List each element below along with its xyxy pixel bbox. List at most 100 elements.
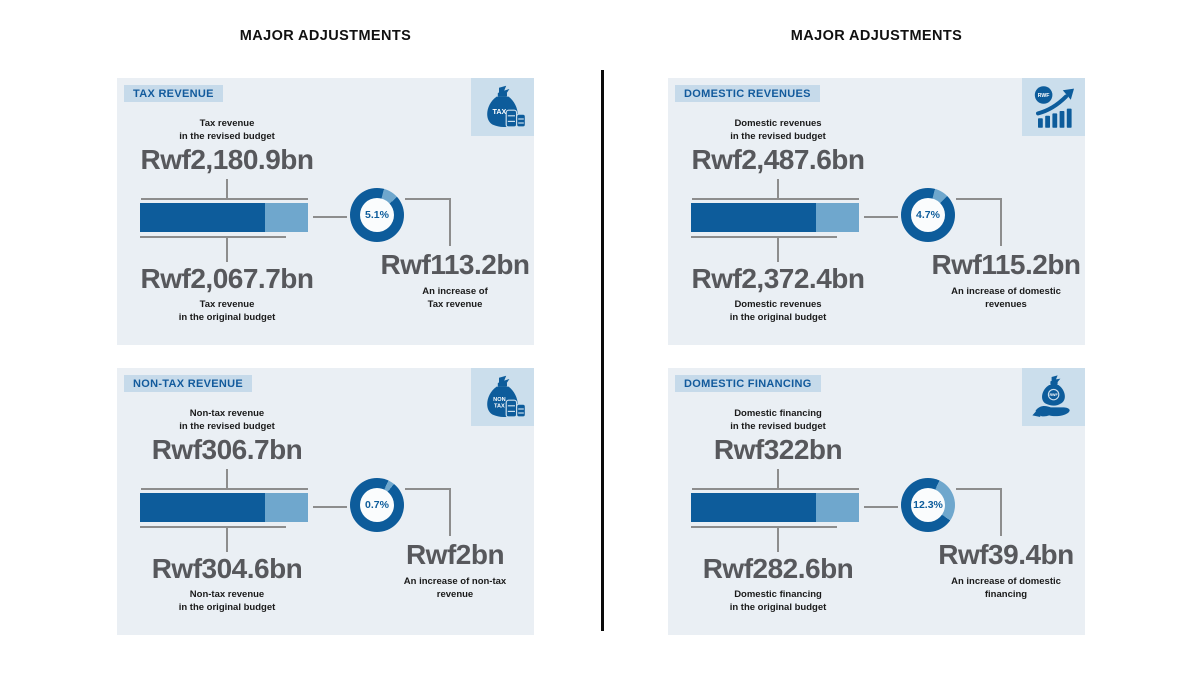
- panel-title-chip: DOMESTIC FINANCING: [675, 375, 821, 392]
- increase-amount: Rwf39.4bn: [938, 539, 1074, 570]
- panel-title-chip: TAX REVENUE: [124, 85, 223, 102]
- right-section-header: MAJOR ADJUSTMENTS: [790, 28, 963, 44]
- original-amount: Rwf2,372.4bn: [691, 263, 865, 294]
- revised-amount: Rwf322bn: [713, 434, 843, 465]
- svg-text:RWF: RWF: [1049, 393, 1058, 397]
- pct-donut-chart: 5.1%: [350, 188, 404, 242]
- label-line: Domestic revenues: [734, 118, 822, 129]
- connector-line: [1000, 198, 1002, 246]
- rule-line: [692, 488, 859, 490]
- increase-amount: Rwf2bn: [405, 539, 505, 570]
- rwf-growth-chart-icon: RWF: [1034, 86, 1074, 128]
- svg-text:TAX: TAX: [492, 107, 506, 116]
- increase-amount: Rwf115.2bn: [931, 249, 1081, 280]
- increase-label: An increase of domestic revenues: [921, 286, 1091, 312]
- panel-non-tax-revenue: NON-TAX REVENUE NON TAX Non-tax revenue …: [117, 368, 534, 635]
- connector-line: [313, 506, 347, 508]
- rule-line: [140, 236, 286, 238]
- tick-line: [226, 528, 228, 552]
- rule-line: [692, 198, 859, 200]
- original-amount: Rwf282.6bn: [702, 553, 854, 584]
- label-line: in the revised budget: [730, 420, 826, 432]
- panel-domestic-financing: DOMESTIC FINANCING RWF Domestic financin…: [668, 368, 1085, 635]
- pct-label: 4.7%: [916, 209, 940, 221]
- panel-title-chip: NON-TAX REVENUE: [124, 375, 253, 392]
- pct-donut-chart: 12.3%: [901, 478, 955, 532]
- bar-increase-segment: [816, 493, 859, 522]
- original-amount: Rwf304.6bn: [151, 553, 303, 584]
- left-section-header: MAJOR ADJUSTMENTS: [239, 28, 412, 44]
- tick-line: [226, 238, 228, 262]
- tax-moneybag-icon: TAX: [486, 85, 526, 128]
- icon-tile: RWF: [1022, 78, 1085, 136]
- original-amount: Rwf2,067.7bn: [140, 263, 314, 294]
- connector-line: [449, 488, 451, 536]
- label-line: in the revised budget: [179, 420, 275, 432]
- increase-label: An increase of non-tax revenue: [370, 576, 540, 602]
- connector-line: [956, 198, 1002, 200]
- label-line: An increase of domestic: [951, 576, 1061, 587]
- rule-line: [691, 526, 837, 528]
- tick-line: [777, 528, 779, 552]
- label-line: Non-tax revenue: [189, 408, 265, 419]
- bar-original-segment: [691, 203, 817, 232]
- center-divider: [601, 70, 604, 631]
- bar-increase-segment: [265, 203, 308, 232]
- rule-line: [141, 488, 308, 490]
- connector-line: [864, 216, 898, 218]
- tick-line: [777, 179, 779, 198]
- panel-domestic-revenues: DOMESTIC REVENUES RWF Domestic revenues …: [668, 78, 1085, 345]
- original-budget-label: Domestic revenues in the original budget: [683, 299, 873, 325]
- increase-amount: Rwf113.2bn: [380, 249, 530, 280]
- pct-label: 0.7%: [365, 499, 389, 511]
- label-line: in the revised budget: [730, 130, 826, 142]
- icon-tile: TAX: [471, 78, 534, 136]
- pct-donut-chart: 4.7%: [901, 188, 955, 242]
- original-budget-label: Non-tax revenue in the original budget: [132, 589, 322, 615]
- tick-line: [777, 238, 779, 262]
- bar-original-segment: [691, 493, 817, 522]
- connector-line: [449, 198, 451, 246]
- label-line: Domestic financing: [734, 408, 822, 419]
- connector-line: [405, 198, 451, 200]
- rule-line: [691, 236, 837, 238]
- label-line: in the original budget: [178, 601, 276, 613]
- label-line: revenues: [985, 298, 1027, 310]
- label-line: Domestic revenues: [734, 299, 822, 310]
- label-line: An increase of non-tax: [403, 576, 507, 587]
- label-line: Tax revenue: [427, 298, 483, 310]
- svg-text:NON: NON: [493, 397, 505, 403]
- donut-hole: 0.7%: [360, 488, 394, 522]
- label-line: An increase of: [422, 286, 488, 297]
- bar-original-segment: [140, 203, 266, 232]
- label-line: in the original budget: [178, 311, 276, 323]
- connector-line: [956, 488, 1002, 490]
- revised-budget-label: Non-tax revenue in the revised budget: [132, 408, 322, 434]
- hand-moneybag-icon: RWF: [1031, 375, 1070, 417]
- connector-line: [864, 506, 898, 508]
- revised-amount: Rwf306.7bn: [151, 434, 303, 465]
- svg-text:TAX: TAX: [494, 403, 505, 409]
- tick-line: [226, 179, 228, 198]
- pct-donut-chart: 0.7%: [350, 478, 404, 532]
- label-line: Tax revenue: [199, 299, 255, 310]
- label-line: in the original budget: [729, 601, 827, 613]
- increase-label: An increase of domestic financing: [921, 576, 1091, 602]
- budget-bar: [691, 203, 859, 232]
- label-line: financing: [984, 588, 1028, 600]
- pct-label: 12.3%: [913, 499, 943, 511]
- non-tax-moneybag-icon: NON TAX: [486, 375, 526, 418]
- pct-label: 5.1%: [365, 209, 389, 221]
- connector-line: [405, 488, 451, 490]
- donut-hole: 4.7%: [911, 198, 945, 232]
- tick-line: [226, 469, 228, 488]
- original-budget-label: Domestic financing in the original budge…: [683, 589, 873, 615]
- panel-tax-revenue: TAX REVENUE TAX Tax revenue in the revis…: [117, 78, 534, 345]
- budget-bar: [140, 493, 308, 522]
- revised-amount: Rwf2,180.9bn: [140, 144, 314, 175]
- bar-increase-segment: [816, 203, 859, 232]
- label-line: Tax revenue: [199, 118, 255, 129]
- icon-tile: RWF: [1022, 368, 1085, 426]
- rule-line: [140, 526, 286, 528]
